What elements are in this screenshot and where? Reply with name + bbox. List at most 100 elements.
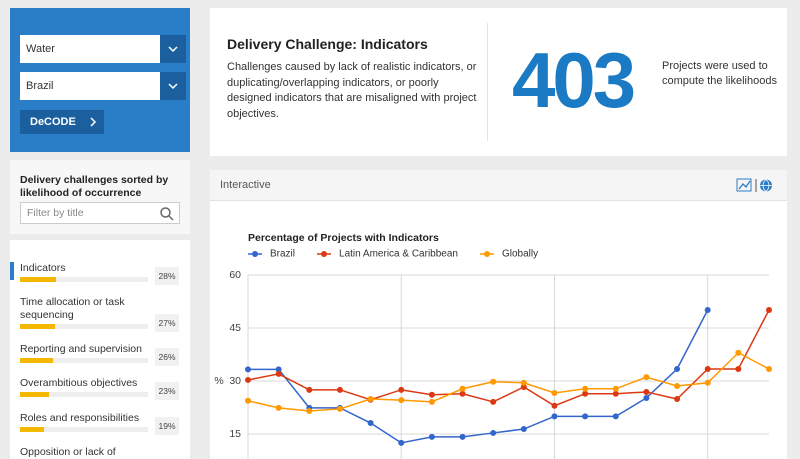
- select-value: Brazil: [26, 80, 54, 92]
- legend-label: Globally: [502, 249, 538, 260]
- data-point: [643, 388, 650, 395]
- likelihood-bar: [20, 277, 56, 282]
- placeholder: Filter by title: [27, 207, 84, 219]
- series-line: [247, 309, 770, 407]
- data-point: [674, 396, 681, 403]
- data-point: [674, 365, 681, 372]
- header-card: Delivery Challenge: Indicators Challenge…: [210, 8, 787, 156]
- likelihood-bar: [20, 392, 50, 397]
- panel-title: Interactive: [220, 179, 271, 191]
- data-point: [306, 386, 313, 393]
- filter-panel: Delivery challenges sorted by likelihood…: [10, 160, 190, 234]
- select-value: Water: [26, 43, 55, 55]
- data-point: [735, 365, 742, 372]
- select-arrow[interactable]: [160, 72, 186, 100]
- legend-label: Latin America & Caribbean: [339, 249, 458, 260]
- data-point: [459, 390, 466, 397]
- panel-header: Interactive: [210, 170, 787, 201]
- data-point: [612, 385, 619, 392]
- data-point: [551, 413, 558, 420]
- project-count: 403: [512, 36, 636, 124]
- select-box[interactable]: Water: [20, 35, 186, 63]
- likelihood-value: 27%: [155, 314, 179, 332]
- challenge-list: Indicators 28% Time allocation or task seq…: [10, 240, 190, 459]
- data-point: [582, 385, 589, 392]
- data-point: [612, 413, 619, 420]
- button-label: DeCODE: [30, 116, 76, 128]
- challenge-name: Time allocation or task sequencing: [20, 296, 125, 321]
- series-line: [247, 351, 770, 412]
- chart-title: Percentage of Projects with Indicators: [248, 232, 439, 244]
- search-icon: [160, 207, 174, 221]
- legend-dot: [483, 251, 490, 257]
- y-tick-label: 30: [229, 375, 241, 387]
- data-point: [704, 306, 711, 313]
- chevron-icon: [90, 117, 97, 127]
- likelihood-value: 19%: [155, 417, 179, 435]
- data-point: [245, 376, 251, 383]
- decode-button[interactable]: DeCODE: [20, 110, 104, 134]
- data-point: [551, 390, 558, 397]
- list-heading: Delivery challenges sorted by likelihood…: [20, 174, 169, 199]
- data-point: [398, 386, 405, 393]
- divider: [487, 23, 488, 141]
- likelihood-bar: [20, 324, 55, 329]
- data-point: [459, 433, 466, 440]
- likelihood-value: 28%: [155, 267, 179, 285]
- challenge-name: Roles and responsibilities: [20, 412, 140, 424]
- data-point: [582, 413, 589, 420]
- challenge-name: Overambitious objectives: [20, 377, 138, 389]
- data-point: [428, 398, 435, 405]
- data-point: [459, 385, 466, 392]
- data-point: [490, 398, 497, 405]
- likelihood-value: 26%: [155, 348, 179, 366]
- data-point: [245, 366, 251, 373]
- data-point: [306, 408, 313, 415]
- likelihood-track: [20, 427, 148, 432]
- y-axis-label: %: [214, 375, 223, 387]
- data-point: [275, 366, 282, 373]
- select-box[interactable]: Brazil: [20, 72, 186, 100]
- legend-dot: [252, 251, 258, 257]
- challenge-name: Reporting and supervision: [20, 343, 142, 355]
- data-point: [643, 394, 650, 401]
- data-point: [428, 391, 435, 398]
- y-tick-label: 15: [229, 428, 241, 440]
- data-point: [612, 390, 619, 397]
- series-line: [248, 309, 709, 444]
- selected-indicator: [10, 262, 14, 280]
- data-point: [245, 397, 251, 404]
- data-point: [582, 390, 589, 397]
- data-point: [336, 386, 343, 393]
- filter-input[interactable]: Filter by title: [20, 202, 180, 224]
- data-point: [551, 402, 558, 409]
- likelihood-track: [20, 277, 148, 282]
- data-point: [643, 374, 650, 381]
- data-point: [398, 397, 405, 404]
- likelihood-bar: [20, 427, 45, 432]
- select-arrow[interactable]: [160, 35, 186, 63]
- likelihood-bar: [20, 358, 54, 363]
- data-point: [367, 396, 374, 403]
- likelihood-value: 23%: [155, 382, 179, 400]
- challenge-name: Indicators: [20, 262, 66, 274]
- likelihood-track: [20, 358, 148, 363]
- y-tick-label: 45: [229, 322, 241, 334]
- data-point: [704, 365, 711, 372]
- data-point: [735, 349, 742, 356]
- selector-panel: Water Brazil DeCODE: [10, 8, 190, 152]
- likelihood-track: [20, 324, 148, 329]
- count-caption: Projects were used to compute the likeli…: [662, 60, 777, 87]
- likelihood-track: [20, 392, 148, 397]
- legend-label: Brazil: [270, 249, 295, 260]
- data-point: [275, 404, 282, 411]
- data-point: [336, 405, 343, 412]
- view-icons[interactable]: [736, 177, 780, 195]
- data-point: [766, 365, 772, 372]
- data-point: [490, 429, 497, 436]
- data-point: [520, 379, 527, 386]
- arrow-icon: [168, 83, 178, 90]
- data-point: [704, 379, 711, 386]
- challenge-name: Opposition or lack of: [20, 446, 116, 458]
